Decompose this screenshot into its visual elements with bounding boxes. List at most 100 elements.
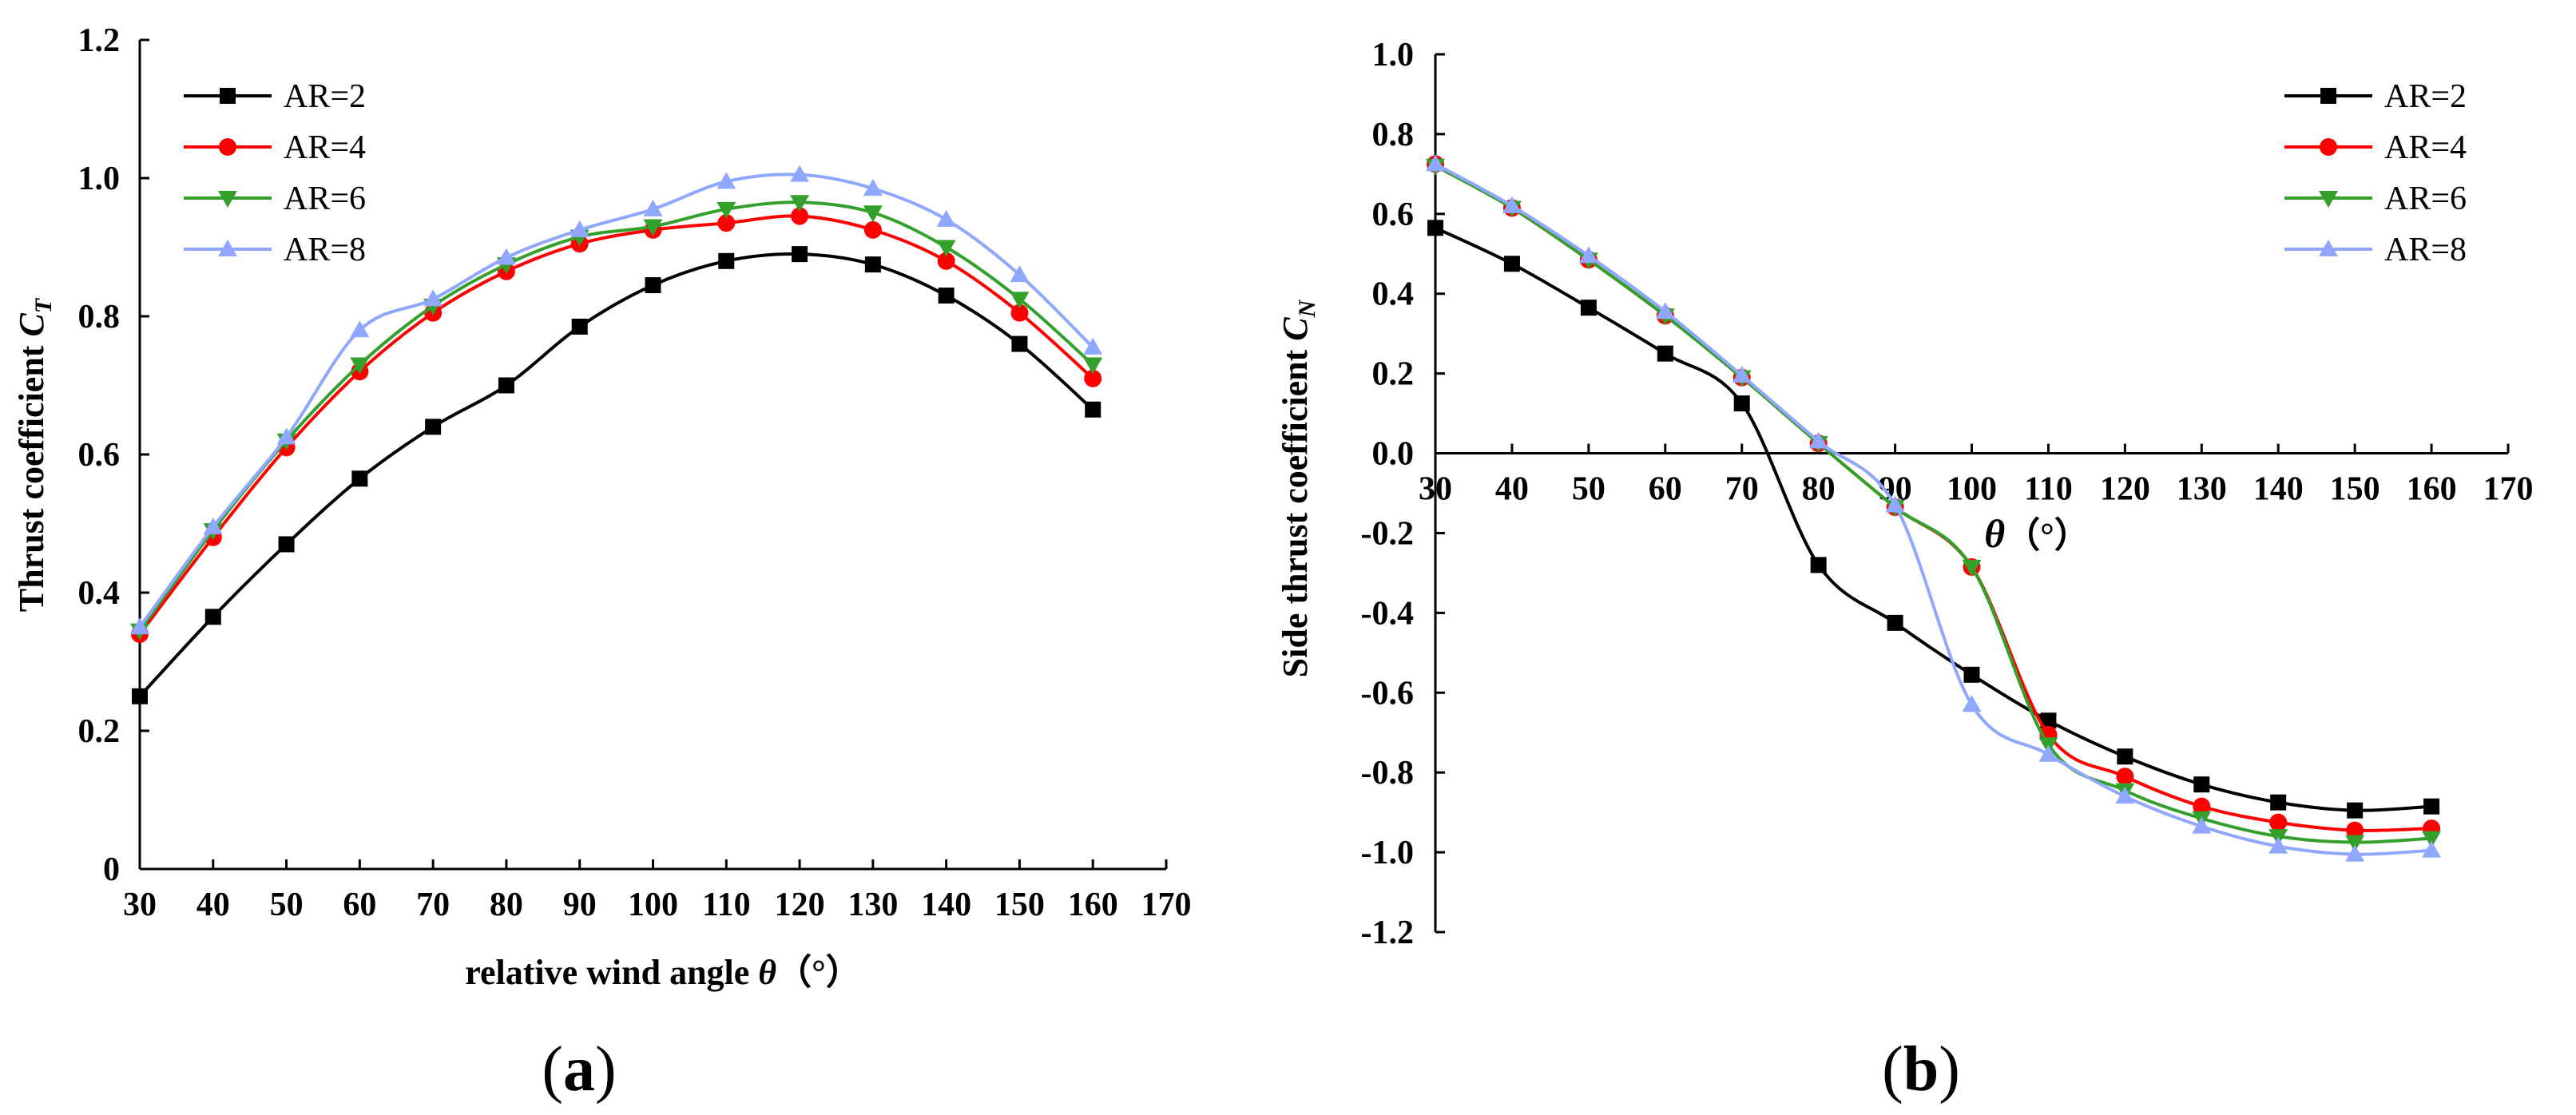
legend-label: AR=8 [284, 232, 366, 268]
x-tick-label: 60 [1649, 471, 1682, 508]
legend-entry: AR=2 [2284, 78, 2467, 115]
x-axis-title-a: relative wind angle θ（°） [465, 953, 861, 992]
data-point [423, 289, 443, 307]
data-point [716, 201, 736, 219]
y-tick-label: -0.6 [1361, 675, 1415, 712]
data-point [571, 318, 588, 335]
x-tick-label: 30 [1419, 471, 1452, 508]
data-point [863, 220, 882, 239]
data-point [2345, 835, 2365, 852]
data-point [351, 470, 368, 487]
x-tick-label: 110 [702, 887, 751, 923]
data-point [717, 214, 736, 232]
legend-marker [218, 240, 237, 256]
series-ar-6 [130, 195, 1103, 641]
data-point [1885, 495, 1905, 513]
data-point [2115, 787, 2135, 804]
x-tick-label: 50 [1572, 471, 1606, 508]
legend-label: AR=8 [2384, 232, 2467, 268]
legend-label: AR=6 [284, 181, 366, 217]
y-tick-label: 0.8 [1372, 117, 1415, 153]
data-point [643, 219, 663, 236]
data-point [2193, 797, 2211, 815]
data-point [2038, 744, 2058, 762]
data-point [1427, 220, 1443, 236]
x-tick-label: 120 [775, 887, 825, 923]
legend-label: AR=4 [284, 129, 366, 166]
data-point [790, 165, 810, 182]
y-tick-label: 0.2 [1372, 356, 1415, 393]
data-point [1011, 335, 1028, 352]
y-tick-label: 0.4 [1372, 276, 1415, 313]
data-point [863, 205, 883, 223]
x-tick-label: 40 [1495, 471, 1529, 508]
data-point [496, 248, 516, 265]
x-tick-label: 170 [2483, 471, 2534, 508]
y-tick-label: 1.2 [78, 22, 121, 59]
data-point [936, 240, 956, 257]
data-point [1887, 614, 1903, 631]
data-point [1010, 304, 1029, 322]
x-tick-label: 120 [2100, 471, 2150, 508]
series-line [138, 214, 1094, 636]
data-point [2422, 831, 2442, 848]
data-point [203, 517, 223, 534]
data-point [276, 427, 296, 445]
y-axis-title-b: Side thrust coefficient CN [1276, 299, 1320, 677]
legend-label: AR=4 [2384, 129, 2467, 166]
legend-marker [219, 138, 236, 156]
data-point [2269, 813, 2288, 831]
legend-label: AR=2 [2384, 78, 2467, 115]
data-point [1083, 357, 1103, 375]
x-tick-label: 170 [1141, 887, 1192, 923]
data-point [718, 252, 735, 269]
data-point [2422, 840, 2442, 858]
series-line [138, 252, 1094, 698]
data-point [938, 288, 955, 304]
x-tick-label: 100 [1947, 471, 1997, 508]
y-tick-label: 0.2 [78, 713, 121, 750]
data-point [1962, 695, 1982, 712]
series-ar-8 [1426, 154, 2442, 862]
data-point [1963, 666, 1980, 683]
x-tick-label: 50 [270, 887, 304, 923]
y-tick-label: 0.4 [78, 575, 121, 612]
legend-marker [2320, 138, 2337, 156]
data-point [792, 246, 808, 263]
legend-entry: AR=4 [2284, 129, 2467, 166]
legend-entry: AR=6 [184, 181, 366, 217]
data-point [1084, 369, 1102, 387]
y-tick-label: -0.2 [1361, 515, 1415, 552]
data-point [278, 536, 295, 553]
data-point [1808, 431, 1828, 449]
x-tick-label: 80 [1802, 471, 1836, 508]
data-point [2040, 712, 2057, 729]
panel-label-b: (b) [1882, 1034, 1960, 1105]
data-point [1085, 401, 1101, 418]
data-point [1733, 395, 1750, 412]
data-point [1655, 302, 1675, 319]
y-tick-label: 1.0 [1372, 37, 1415, 73]
x-tick-label: 70 [1725, 471, 1759, 508]
data-point [2192, 816, 2212, 834]
data-point [1503, 256, 1520, 272]
series-line [1435, 162, 2432, 856]
data-point [1010, 292, 1030, 309]
data-point [864, 256, 881, 273]
data-point [130, 617, 149, 635]
x-tick-label: 140 [2253, 471, 2304, 508]
x-tick-label: 70 [416, 887, 450, 923]
x-tick-label: 150 [2330, 471, 2380, 508]
y-tick-label: 0.0 [1372, 436, 1415, 473]
series-line [1435, 165, 2432, 844]
x-tick-label: 80 [490, 887, 523, 923]
x-tick-label: 30 [123, 887, 157, 923]
x-tick-label: 160 [1068, 887, 1118, 923]
data-point [2268, 836, 2288, 854]
y-tick-label: 1.0 [78, 161, 121, 197]
data-point [132, 688, 148, 704]
y-tick-label: -1.2 [1361, 915, 1415, 951]
data-point [204, 609, 221, 625]
data-point [1010, 265, 1030, 283]
